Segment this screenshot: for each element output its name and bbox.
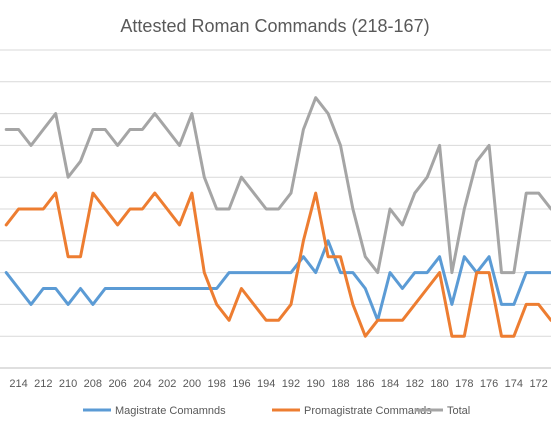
legend-label: Promagistrate Commands xyxy=(304,405,432,417)
x-tick-label: 190 xyxy=(307,378,325,390)
x-tick-label: 208 xyxy=(84,378,102,390)
series-line-promagistrate-commands xyxy=(4,191,551,338)
x-tick-label: 210 xyxy=(59,378,77,390)
series-line-magistrate-comamnds xyxy=(4,239,551,322)
x-tick-label: 212 xyxy=(34,378,52,390)
x-tick-label: 202 xyxy=(158,378,176,390)
chart-title: Attested Roman Commands (218-167) xyxy=(120,16,429,36)
x-tick-label: 174 xyxy=(505,378,523,390)
legend: Magistrate Comamnds Promagistrate Command… xyxy=(83,405,470,417)
x-tick-label: 194 xyxy=(257,378,275,390)
x-tick-label: 186 xyxy=(356,378,374,390)
x-tick-label: 200 xyxy=(183,378,201,390)
x-tick-labels: 214 212 210 208 206 204 202 200 198 196 194 192 190 1… xyxy=(9,378,547,390)
x-tick-label: 184 xyxy=(381,378,399,390)
x-tick-label: 188 xyxy=(331,378,349,390)
x-tick-label: 178 xyxy=(455,378,473,390)
x-tick-label: 214 xyxy=(9,378,27,390)
x-tick-label: 204 xyxy=(133,378,151,390)
x-tick-label: 182 xyxy=(406,378,424,390)
x-tick-label: 206 xyxy=(108,378,126,390)
x-tick-label: 196 xyxy=(232,378,250,390)
series-line-total xyxy=(4,96,551,275)
x-tick-label: 198 xyxy=(208,378,226,390)
x-tick-label: 192 xyxy=(282,378,300,390)
legend-label: Total xyxy=(447,405,470,417)
x-tick-label: 172 xyxy=(529,378,547,390)
x-tick-label: 176 xyxy=(480,378,498,390)
series-lines xyxy=(4,96,551,338)
legend-label: Magistrate Comamnds xyxy=(115,405,226,417)
x-tick-label: 180 xyxy=(430,378,448,390)
